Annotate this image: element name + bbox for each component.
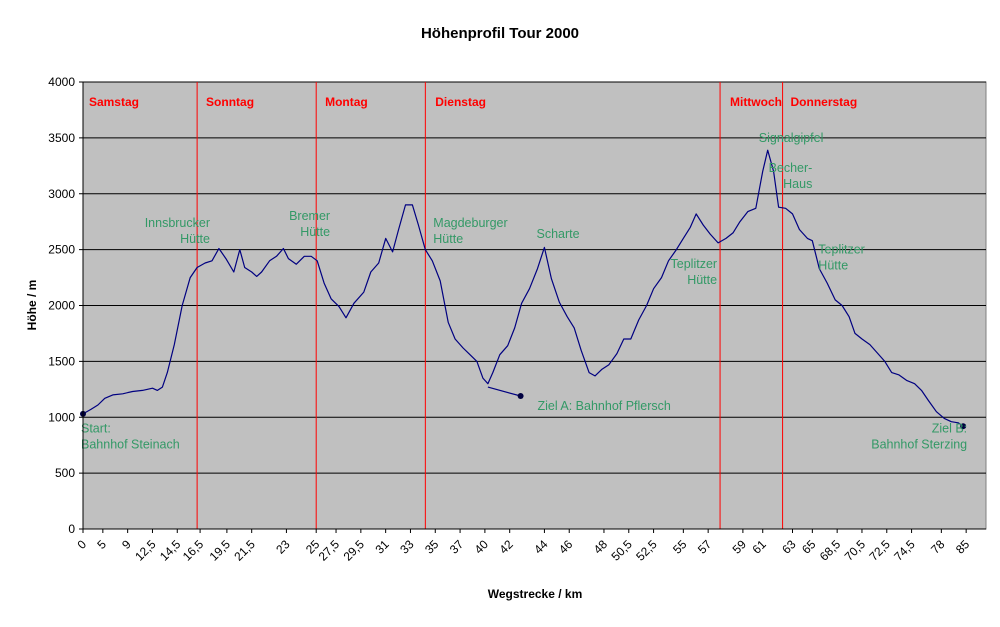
profile-line (82, 149, 964, 427)
grid-lines (83, 81, 986, 474)
annotation-label: Hütte (180, 232, 210, 246)
annotation-label: Innsbrucker (145, 216, 210, 230)
x-tick-label: 72,5 (866, 537, 893, 564)
y-tick-label: 3000 (48, 187, 75, 201)
day-label: Samstag (89, 95, 139, 109)
x-tick-label: 55 (670, 537, 690, 557)
x-tick-label: 9 (119, 537, 134, 552)
x-tick-label: 59 (730, 537, 750, 557)
day-label: Sonntag (206, 95, 254, 109)
annotations: Innsbrucker Hütte Bremer Hütte Magdeburger Hü… (81, 131, 967, 452)
annotation-label: Bremer (289, 209, 330, 223)
annotation-label: Bahnhof Sterzing (871, 437, 967, 451)
y-tick-label: 2000 (48, 299, 75, 313)
y-tick-label: 0 (68, 522, 75, 536)
x-tick-label: 52,5 (633, 537, 660, 564)
endpoint-marker (960, 423, 967, 430)
endpoint-marker (517, 393, 524, 400)
x-tick-label: 12,5 (132, 537, 159, 564)
annotation-label: Ziel B: (932, 421, 967, 435)
annotation-label: Teplitzer (818, 243, 865, 257)
x-tick-label: 29,5 (341, 537, 368, 564)
profile-lines (82, 149, 964, 427)
annotation-label: Hütte (433, 232, 463, 246)
x-tick-label: 57 (695, 537, 715, 557)
x-tick-label: 40 (472, 537, 492, 557)
x-tick-label: 21,5 (231, 537, 258, 564)
x-tick-label: 46 (556, 537, 576, 557)
endpoint-markers (80, 393, 967, 430)
x-tick-label: 78 (928, 537, 948, 557)
day-dividers (196, 82, 784, 529)
x-tick-label: 23 (273, 537, 293, 557)
y-axis: 0 500 1000 1500 2000 2500 3000 3500 4000 (48, 75, 84, 536)
day-labels: Samstag Sonntag Montag Dienstag Mittwoch Donn… (89, 95, 857, 109)
annotation-label: Start: (81, 421, 111, 435)
y-axis-title: Höhe / m (25, 280, 39, 331)
day-label: Montag (325, 95, 368, 109)
x-tick-label: 74,5 (891, 537, 918, 564)
x-tick-label: 42 (496, 537, 516, 557)
x-tick-label: 44 (531, 537, 551, 557)
annotation-label: Bahnhof Steinach (81, 437, 180, 451)
y-tick-label: 500 (55, 466, 75, 480)
y-tick-label: 1500 (48, 354, 75, 368)
annotation-label: Teplitzer (671, 257, 718, 271)
day-label: Donnerstag (791, 95, 858, 109)
x-tick-label: 35 (422, 537, 442, 557)
x-tick-label: 70,5 (842, 537, 869, 564)
annotation-label: Becher- (769, 161, 813, 175)
annotation-label: Magdeburger (433, 216, 507, 230)
x-tick-label: 37 (447, 537, 467, 557)
x-tick-label: 61 (750, 537, 770, 557)
chart-title: Höhenprofil Tour 2000 (421, 25, 579, 42)
annotation-label: Ziel A: Bahnhof Pflersch (537, 399, 670, 413)
x-tick-label: 31 (372, 537, 392, 557)
profile-line (487, 386, 521, 397)
x-tick-label: 0 (74, 537, 89, 552)
annotation-label: Hütte (300, 225, 330, 239)
annotation-label: Signalgipfel (759, 131, 824, 145)
x-tick-label: 19,5 (207, 537, 234, 564)
x-tick-label: 27,5 (316, 537, 343, 564)
x-tick-label: 50,5 (608, 537, 635, 564)
y-tick-label: 1000 (48, 410, 75, 424)
day-label: Dienstag (435, 95, 486, 109)
x-tick-label: 5 (94, 537, 109, 552)
x-tick-label: 33 (397, 537, 417, 557)
x-axis-title: Wegstrecke / km (488, 587, 583, 601)
y-tick-label: 4000 (48, 75, 75, 89)
x-tick-label: 16,5 (180, 537, 207, 564)
y-tick-label: 2500 (48, 243, 75, 257)
x-tick-label: 85 (953, 537, 973, 557)
x-tick-label: 14,5 (157, 537, 184, 564)
annotation-label: Haus (783, 177, 812, 191)
annotation-label: Hütte (687, 273, 717, 287)
day-label: Mittwoch (730, 95, 782, 109)
x-tick-label: 63 (779, 537, 799, 557)
y-tick-label: 3500 (48, 131, 75, 145)
x-tick-label: 68,5 (817, 537, 844, 564)
annotation-label: Hütte (818, 259, 848, 273)
annotation-label: Scharte (536, 227, 579, 241)
